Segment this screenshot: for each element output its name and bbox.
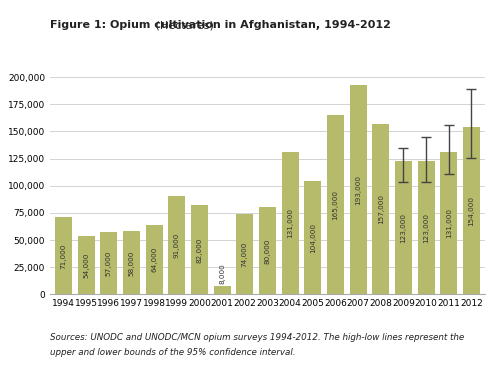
Text: 58,000: 58,000 xyxy=(128,250,134,276)
Bar xyxy=(327,115,344,294)
Text: 123,000: 123,000 xyxy=(423,213,429,243)
Bar xyxy=(395,161,412,294)
Text: 91,000: 91,000 xyxy=(174,232,180,258)
Text: 131,000: 131,000 xyxy=(446,208,452,238)
Text: (Hectares): (Hectares) xyxy=(152,20,214,30)
Text: 74,000: 74,000 xyxy=(242,241,248,267)
Text: 154,000: 154,000 xyxy=(468,196,474,226)
Bar xyxy=(214,286,230,294)
Bar xyxy=(372,124,390,294)
Text: 82,000: 82,000 xyxy=(196,237,202,262)
Text: 80,000: 80,000 xyxy=(264,238,270,263)
Bar xyxy=(282,152,298,294)
Text: 131,000: 131,000 xyxy=(287,208,293,238)
Bar xyxy=(78,236,94,294)
Bar xyxy=(55,217,72,294)
Bar xyxy=(168,195,186,294)
Bar xyxy=(191,205,208,294)
Text: 157,000: 157,000 xyxy=(378,194,384,224)
Bar xyxy=(123,231,140,294)
Bar xyxy=(463,127,480,294)
Bar xyxy=(304,181,322,294)
Bar xyxy=(146,225,162,294)
Text: 64,000: 64,000 xyxy=(151,247,157,272)
Bar xyxy=(350,85,366,294)
Text: 71,000: 71,000 xyxy=(60,243,66,269)
Text: upper and lower bounds of the 95% confidence interval.: upper and lower bounds of the 95% confid… xyxy=(50,348,296,357)
Text: 8,000: 8,000 xyxy=(219,263,225,283)
Bar xyxy=(259,208,276,294)
Text: 54,000: 54,000 xyxy=(83,252,89,278)
Text: Figure 1: Opium cultivation in Afghanistan, 1994-2012: Figure 1: Opium cultivation in Afghanist… xyxy=(50,20,391,30)
Text: 57,000: 57,000 xyxy=(106,251,112,276)
Bar xyxy=(100,233,117,294)
Text: 123,000: 123,000 xyxy=(400,213,406,243)
Bar xyxy=(418,161,434,294)
Text: 165,000: 165,000 xyxy=(332,190,338,220)
Y-axis label: Hectares: Hectares xyxy=(0,159,2,202)
Text: Sources: UNODC and UNODC/MCN opium surveys 1994-2012. The high-low lines represe: Sources: UNODC and UNODC/MCN opium surve… xyxy=(50,333,464,342)
Text: 104,000: 104,000 xyxy=(310,223,316,253)
Bar xyxy=(236,214,254,294)
Text: 193,000: 193,000 xyxy=(355,174,361,205)
Bar xyxy=(440,152,457,294)
